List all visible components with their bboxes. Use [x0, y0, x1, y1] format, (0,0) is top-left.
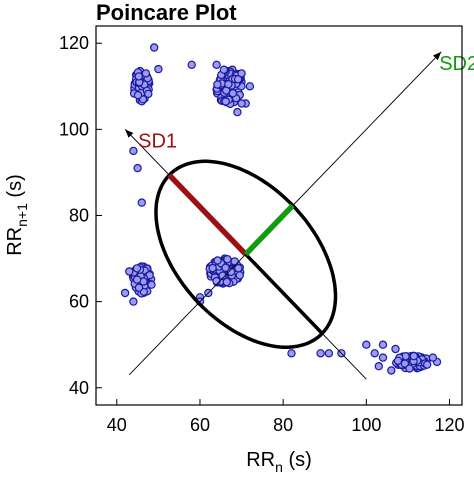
- data-point-cluster-2: [213, 80, 222, 89]
- data-point: [149, 43, 159, 52]
- data-point-cluster-4: [213, 256, 222, 265]
- data-point-cluster-4: [230, 257, 239, 266]
- sd2-segment: [243, 203, 295, 257]
- data-point-cluster-5: [409, 351, 419, 361]
- chart-title: Poincare Plot: [96, 0, 237, 25]
- data-point: [125, 267, 134, 276]
- data-point-cluster-4: [235, 271, 244, 280]
- x-axis-label: RRn (s): [246, 449, 312, 475]
- data-point-cluster-2: [219, 65, 229, 74]
- data-point: [287, 349, 296, 358]
- data-point: [245, 82, 255, 91]
- data-point-cluster-2: [228, 88, 238, 98]
- data-point-cluster-5: [423, 360, 432, 369]
- y-axis-label-main: RR: [4, 227, 26, 256]
- y-tick-label: 60: [69, 292, 89, 312]
- data-point: [154, 64, 163, 74]
- y-tick-label: 100: [59, 119, 89, 139]
- data-point: [237, 69, 246, 78]
- data-point-cluster-3: [132, 275, 142, 284]
- sd2-label: SD2: [439, 53, 474, 75]
- data-point: [237, 99, 246, 108]
- x-axis-label-sub: n: [275, 459, 283, 475]
- x-axis-label-main: RR: [246, 449, 275, 471]
- data-point-cluster-2: [221, 97, 230, 106]
- minor-axis-segment: [244, 253, 324, 335]
- data-point-cluster-4: [218, 271, 227, 280]
- data-point-cluster-4: [221, 263, 230, 272]
- x-tick-label: 100: [351, 415, 381, 435]
- scatter-points: [120, 43, 442, 375]
- y-axis-label-unit: (s): [4, 174, 26, 203]
- data-point: [370, 349, 379, 358]
- data-point-cluster-3: [134, 283, 144, 292]
- data-point-cluster-4: [226, 267, 236, 277]
- data-point: [187, 60, 196, 70]
- data-point: [362, 340, 371, 349]
- sd1-label: SD1: [138, 130, 177, 152]
- y-tick-label: 80: [69, 206, 89, 226]
- x-tick-label: 60: [190, 415, 210, 435]
- data-point-cluster-4: [208, 263, 217, 273]
- data-point-cluster-1: [133, 90, 143, 100]
- identity-line-arrowhead: [432, 51, 442, 61]
- analysis-lines: SD1 SD2: [124, 51, 474, 380]
- data-point: [120, 288, 130, 298]
- x-axis-label-unit: (s): [283, 449, 312, 471]
- data-point: [141, 69, 151, 78]
- data-point: [316, 349, 325, 358]
- data-point-cluster-4: [222, 277, 231, 287]
- data-point-cluster-5: [405, 364, 414, 373]
- data-point: [391, 344, 400, 354]
- x-tick-label: 120: [434, 415, 464, 435]
- data-point: [387, 366, 396, 375]
- sd1-segment: [167, 173, 248, 257]
- data-point: [378, 340, 388, 349]
- data-point: [374, 362, 383, 371]
- data-point: [324, 349, 334, 358]
- data-point-cluster-4: [212, 276, 221, 286]
- x-tick-label: 40: [107, 415, 127, 435]
- y-axis-label: RRn+1 (s): [4, 174, 30, 256]
- data-point-cluster-1: [144, 89, 153, 99]
- y-tick-label: 120: [59, 33, 89, 53]
- data-point: [212, 60, 221, 70]
- sd1-axis-arrowhead: [125, 129, 134, 138]
- data-point: [233, 107, 242, 117]
- x-tick-label: 80: [273, 415, 293, 435]
- y-tick-label: 40: [69, 378, 89, 398]
- data-point: [129, 297, 138, 306]
- axis-ticks: 40 60 80 100 120 40 60 80 100 120: [59, 33, 465, 435]
- data-point-cluster-5: [393, 356, 403, 365]
- data-point-cluster-2: [224, 79, 233, 89]
- data-point: [133, 163, 142, 173]
- data-point: [378, 353, 388, 362]
- data-point: [129, 146, 138, 156]
- data-point-cluster-4: [223, 255, 232, 264]
- y-axis-label-sub: n+1: [14, 203, 30, 227]
- data-point: [137, 198, 146, 207]
- data-point-cluster-4: [234, 264, 243, 273]
- data-point-cluster-1: [134, 72, 143, 81]
- data-point: [428, 353, 438, 362]
- data-point-cluster-3: [132, 264, 142, 273]
- data-point-cluster-3: [147, 280, 156, 289]
